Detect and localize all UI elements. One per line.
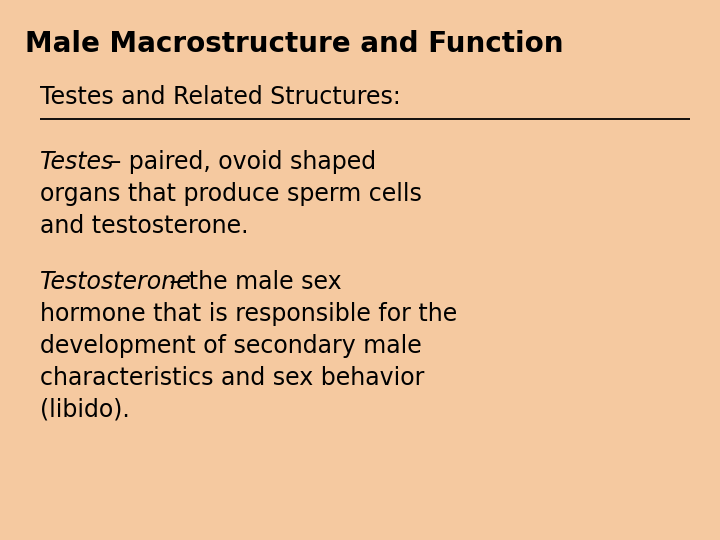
Text: organs that produce sperm cells: organs that produce sperm cells	[40, 182, 422, 206]
Text: (libido).: (libido).	[40, 397, 130, 422]
Text: Male Macrostructure and Function: Male Macrostructure and Function	[25, 30, 564, 58]
Text: and testosterone.: and testosterone.	[40, 214, 248, 238]
Text: hormone that is responsible for the: hormone that is responsible for the	[40, 302, 457, 326]
Text: development of secondary male: development of secondary male	[40, 334, 422, 357]
Text: – the male sex: – the male sex	[162, 270, 341, 294]
Text: – paired, ovoid shaped: – paired, ovoid shaped	[102, 150, 376, 174]
Text: Testes: Testes	[40, 150, 114, 174]
Text: Testes and Related Structures:: Testes and Related Structures:	[40, 85, 401, 109]
Text: Testosterone: Testosterone	[40, 270, 192, 294]
Text: characteristics and sex behavior: characteristics and sex behavior	[40, 366, 424, 390]
